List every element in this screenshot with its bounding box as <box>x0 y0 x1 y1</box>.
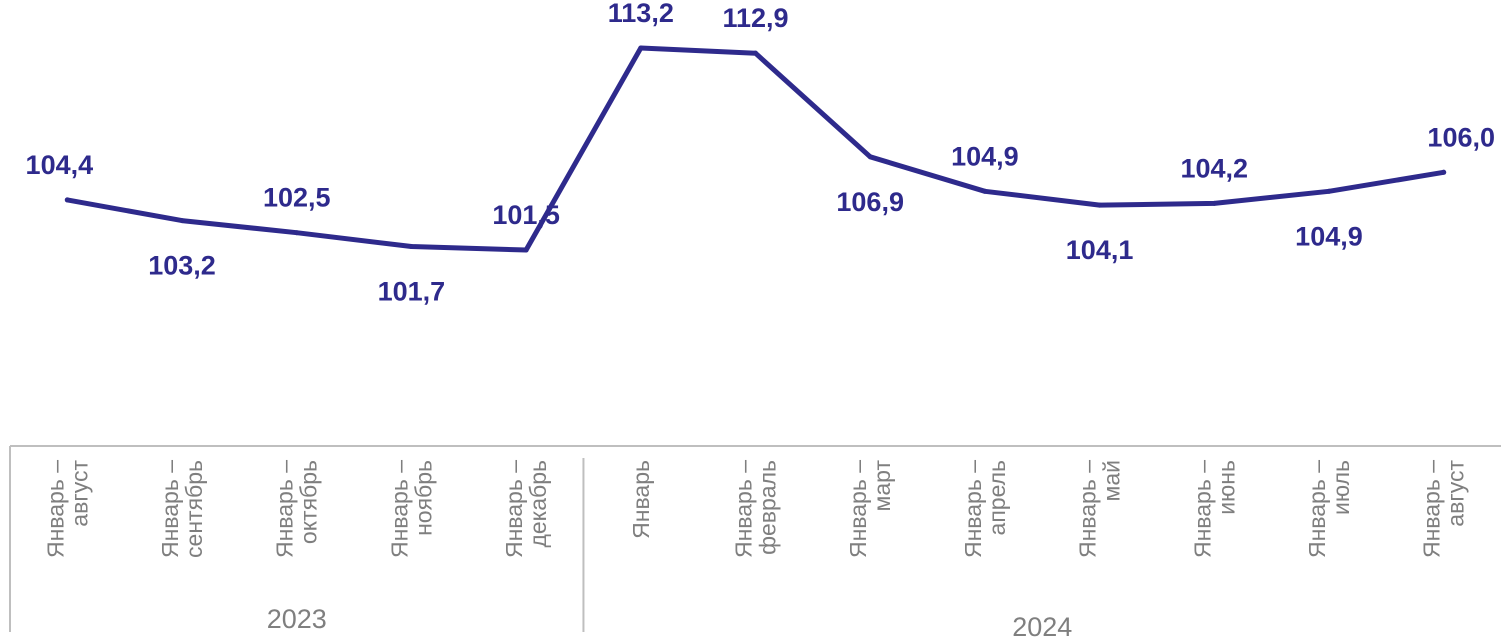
data-point <box>1326 188 1332 194</box>
x-tick-line1: Январь – <box>501 460 527 558</box>
x-tick-line2: февраль <box>755 460 781 555</box>
data-point <box>294 230 300 236</box>
x-tick-line1: Январь – <box>1189 460 1215 558</box>
x-tick-line2: май <box>1099 460 1125 501</box>
x-tick-line1: Январь – <box>960 460 986 558</box>
data-label: 106,0 <box>1427 122 1495 152</box>
x-tick-line1: Январь – <box>272 460 298 558</box>
x-tick-line1: Январь – <box>845 460 871 558</box>
data-label: 113,2 <box>608 0 674 28</box>
data-point <box>179 218 185 224</box>
x-tick-label: Январь –февраль <box>731 460 781 558</box>
x-tick-line1: Январь – <box>386 460 412 558</box>
x-tick-line2: июнь <box>1213 460 1239 515</box>
data-label: 104,4 <box>26 150 94 180</box>
data-point <box>638 45 644 51</box>
x-tick-line1: Январь – <box>731 460 757 558</box>
data-label: 112,9 <box>722 3 788 33</box>
series-line <box>64 45 1447 253</box>
x-tick-label: Январь –апрель <box>960 460 1010 558</box>
x-tick-line2: март <box>869 460 895 512</box>
data-label: 101,5 <box>492 200 560 230</box>
data-label: 104,9 <box>1295 221 1363 251</box>
x-tick-line1: Январь <box>628 460 654 539</box>
x-tick-line2: сентябрь <box>181 460 207 558</box>
x-tick-line1: Январь – <box>1419 460 1445 558</box>
data-label: 104,2 <box>1180 153 1248 183</box>
data-label: 104,9 <box>951 141 1019 171</box>
x-tick-line2: ноябрь <box>410 460 436 536</box>
data-point <box>1097 202 1103 208</box>
data-point <box>982 188 988 194</box>
x-tick-line2: апрель <box>984 460 1010 535</box>
group-label-2024: 2024 <box>1012 612 1072 639</box>
x-tick-label: Январь –август <box>42 460 92 558</box>
data-point <box>1441 169 1447 175</box>
x-tick-label: Январь –август <box>1419 460 1469 558</box>
x-tick-label: Январь –декабрь <box>501 460 551 558</box>
x-tick-label: Январь –октябрь <box>272 460 322 558</box>
x-tick-line2: август <box>1443 460 1469 527</box>
x-tick-line1: Январь – <box>1075 460 1101 558</box>
data-point <box>867 154 873 160</box>
data-point <box>64 197 70 203</box>
data-point <box>1211 200 1217 206</box>
x-tick-label: Январь –июнь <box>1189 460 1239 558</box>
data-label: 106,9 <box>836 187 904 217</box>
data-point <box>523 247 529 253</box>
data-label: 101,7 <box>378 277 446 307</box>
x-tick-label: Январь –ноябрь <box>386 460 436 558</box>
x-tick-label: Январь –май <box>1075 460 1125 558</box>
x-tick-line1: Январь – <box>42 460 68 558</box>
x-tick-label: Январь –июль <box>1304 460 1354 558</box>
x-tick-line2: декабрь <box>525 460 551 548</box>
data-label: 102,5 <box>263 183 331 213</box>
x-tick-label: Январь –март <box>845 460 895 558</box>
x-tick-line2: август <box>66 460 92 527</box>
x-tick-line2: октябрь <box>296 460 322 544</box>
data-point <box>753 50 758 56</box>
group-label-2023: 2023 <box>267 604 327 634</box>
data-label: 104,1 <box>1066 235 1134 265</box>
x-tick-line1: Январь – <box>157 460 183 558</box>
data-label: 103,2 <box>148 251 216 281</box>
x-tick-line2: июль <box>1328 460 1354 515</box>
x-tick-line1: Январь – <box>1304 460 1330 558</box>
data-point <box>408 244 414 250</box>
x-tick-label: Январь –сентябрь <box>157 460 207 558</box>
x-tick-label: Январь <box>628 460 654 539</box>
